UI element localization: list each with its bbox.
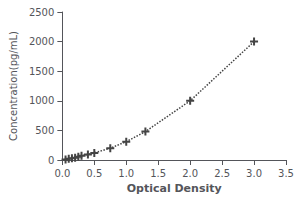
svg-text:0: 0 xyxy=(48,155,54,166)
svg-text:1500: 1500 xyxy=(29,66,54,77)
svg-text:1000: 1000 xyxy=(29,95,54,106)
svg-text:0.0: 0.0 xyxy=(54,168,70,179)
svg-text:1.0: 1.0 xyxy=(118,168,134,179)
svg-text:0.5: 0.5 xyxy=(86,168,102,179)
svg-text:500: 500 xyxy=(35,125,54,136)
svg-text:2000: 2000 xyxy=(29,36,54,47)
svg-text:1.5: 1.5 xyxy=(150,168,166,179)
svg-text:3.5: 3.5 xyxy=(278,168,294,179)
svg-text:Concentration(pg/mL): Concentration(pg/mL) xyxy=(8,31,19,141)
svg-text:3.0: 3.0 xyxy=(246,168,262,179)
svg-text:2.0: 2.0 xyxy=(182,168,198,179)
svg-text:2.5: 2.5 xyxy=(214,168,230,179)
svg-text:2500: 2500 xyxy=(29,7,54,18)
svg-text:Optical Density: Optical Density xyxy=(127,182,222,195)
